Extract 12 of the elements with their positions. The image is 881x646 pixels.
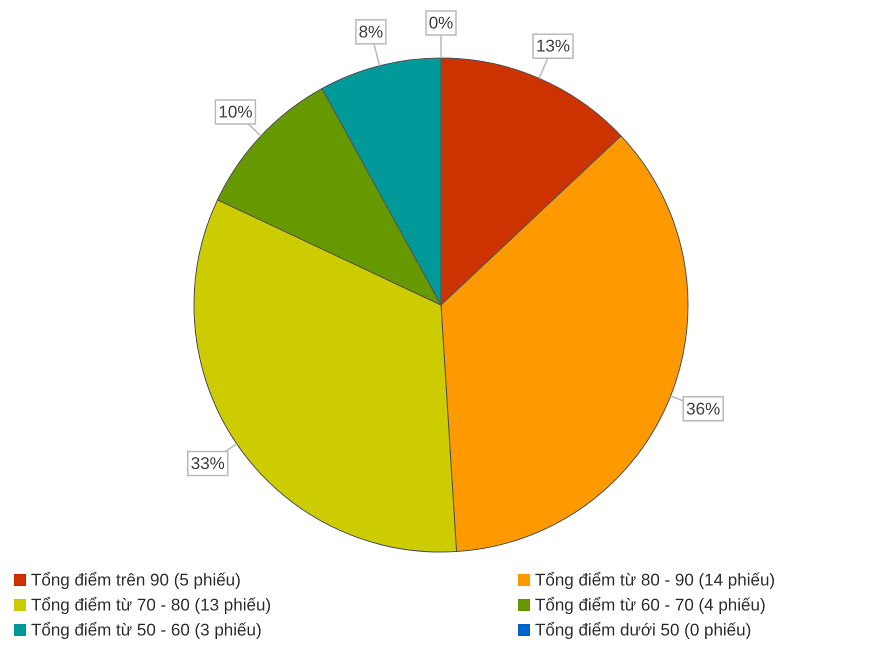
legend-label: Tổng điểm từ 70 - 80 (13 phiếu) bbox=[31, 596, 272, 614]
legend-label: Tổng điểm trên 90 (5 phiếu) bbox=[31, 570, 241, 590]
data-label: 13% bbox=[536, 36, 570, 56]
data-label: 36% bbox=[686, 399, 720, 418]
legend-label: Tổng điểm dưới 50 (0 phiếu) bbox=[535, 620, 752, 640]
data-label: 8% bbox=[358, 22, 384, 42]
legend-label: Tổng điểm từ 50 - 60 (3 phiếu) bbox=[31, 620, 262, 640]
legend-label: Tổng điểm từ 80 - 90 (14 phiếu) bbox=[535, 570, 776, 590]
data-label: 10% bbox=[218, 102, 252, 122]
data-label: 33% bbox=[190, 454, 225, 474]
legend-label: Tổng điểm từ 60 - 70 (4 phiếu) bbox=[535, 596, 766, 614]
text: 0% bbox=[428, 14, 454, 32]
